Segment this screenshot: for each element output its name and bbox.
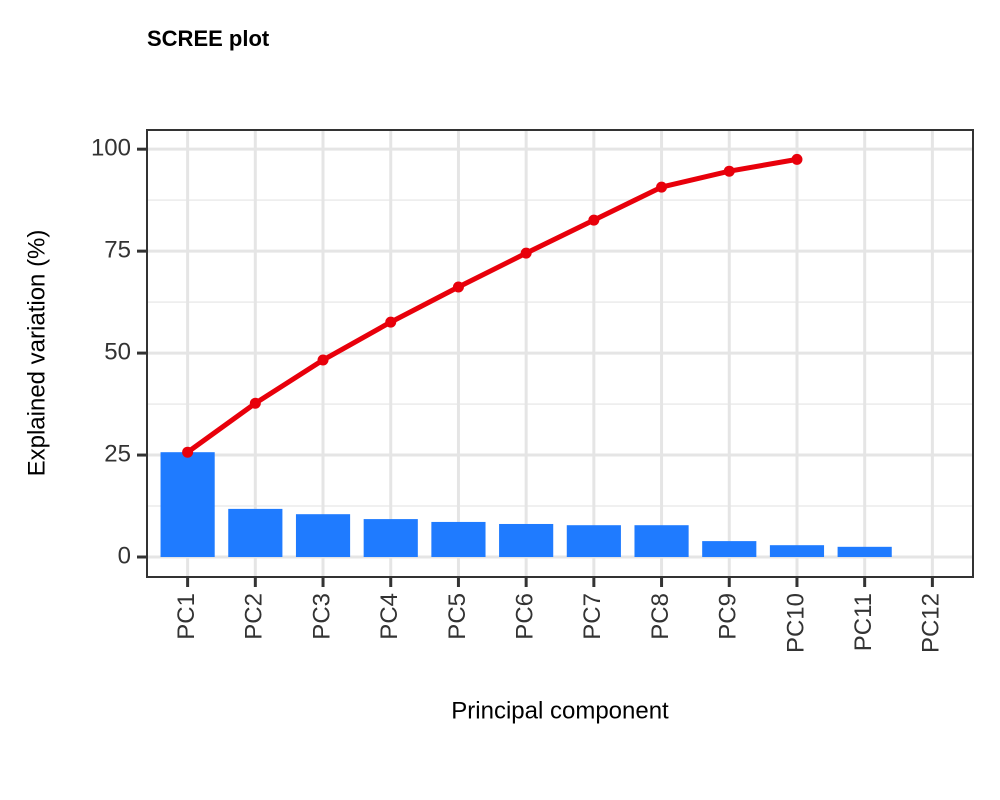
point [791,153,803,165]
point [317,354,329,366]
x-tick-label: PC2 [241,593,268,640]
point [656,181,668,193]
bar [634,525,689,558]
bar [228,508,283,558]
line [186,156,798,455]
bar [837,546,892,558]
x-tick-label: PC5 [444,593,471,640]
point [520,247,532,259]
chart-title: SCREE plot [147,26,270,51]
plot-border [146,129,974,578]
bar [363,519,418,558]
bar [499,523,554,558]
y-tick-label: 50 [104,338,131,365]
x-tick-label: PC4 [376,593,403,640]
y-tick-label: 25 [104,440,131,467]
bar [566,525,621,558]
bar [160,452,215,558]
point [249,397,261,409]
x-axis-label: Principal component [451,697,669,724]
x-tick-label: PC12 [918,593,945,653]
point [723,165,735,177]
x-tick-label: PC1 [173,593,200,640]
bar [295,514,351,558]
bar [769,545,825,558]
x-tick-label: PC8 [647,593,674,640]
bar [702,541,757,558]
point [452,281,464,293]
x-tick-label: PC6 [511,593,538,640]
x-tick-label: PC10 [782,593,809,653]
x-tick-label: PC7 [579,593,606,640]
y-tick-label: 0 [118,542,131,569]
y-tick-label: 100 [91,135,131,162]
x-tick-label: PC3 [308,593,335,640]
y-axis-label: Explained variation (%) [23,230,50,477]
point [182,446,194,458]
y-tick-label: 75 [104,236,131,263]
bar [431,521,486,558]
x-tick-label: PC11 [850,593,877,651]
point [588,214,600,226]
x-tick-label: PC9 [715,593,742,640]
point [385,316,397,328]
